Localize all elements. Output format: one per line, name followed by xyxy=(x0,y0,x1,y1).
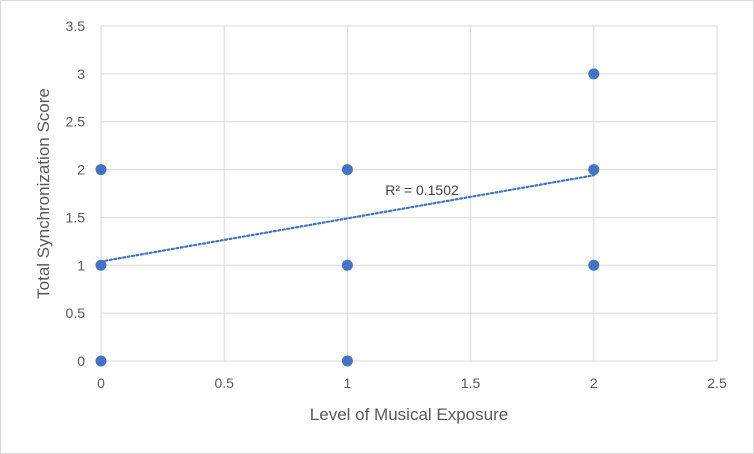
data-point xyxy=(95,355,107,367)
gridlines xyxy=(100,25,718,362)
data-point xyxy=(588,68,600,80)
y-tick-label: 2 xyxy=(77,162,85,178)
x-tick-label: 0 xyxy=(97,375,105,391)
x-tick-label: 2.5 xyxy=(707,375,727,391)
x-tick-label: 1 xyxy=(344,375,352,391)
data-point xyxy=(95,164,107,176)
y-tick-label: 2.5 xyxy=(66,114,86,130)
x-axis-ticks: 0 0.5 1 1.5 2 2.5 xyxy=(97,375,727,391)
y-tick-label: 1 xyxy=(77,257,85,273)
data-point xyxy=(588,259,600,271)
data-point xyxy=(341,164,353,176)
trendline xyxy=(99,174,595,263)
data-point xyxy=(588,164,600,176)
data-point xyxy=(341,259,353,271)
x-tick-label: 2 xyxy=(590,375,598,391)
y-tick-label: 3 xyxy=(77,66,85,82)
x-axis-title: Level of Musical Exposure xyxy=(310,405,508,424)
x-tick-label: 1.5 xyxy=(461,375,481,391)
y-tick-label: 1.5 xyxy=(66,209,86,225)
y-tick-label: 3.5 xyxy=(66,18,86,34)
y-tick-label: 0.5 xyxy=(66,305,86,321)
y-axis-title: Total Synchronization Score xyxy=(34,88,53,299)
data-point xyxy=(95,259,107,271)
r-squared-annotation: R² = 0.1502 xyxy=(385,182,459,198)
trendline-line xyxy=(99,174,595,263)
data-points xyxy=(95,68,600,367)
data-point xyxy=(341,355,353,367)
x-tick-label: 0.5 xyxy=(214,375,234,391)
y-axis-ticks: 0 0.5 1 1.5 2 2.5 3 3.5 xyxy=(66,18,86,369)
y-tick-label: 0 xyxy=(77,353,85,369)
